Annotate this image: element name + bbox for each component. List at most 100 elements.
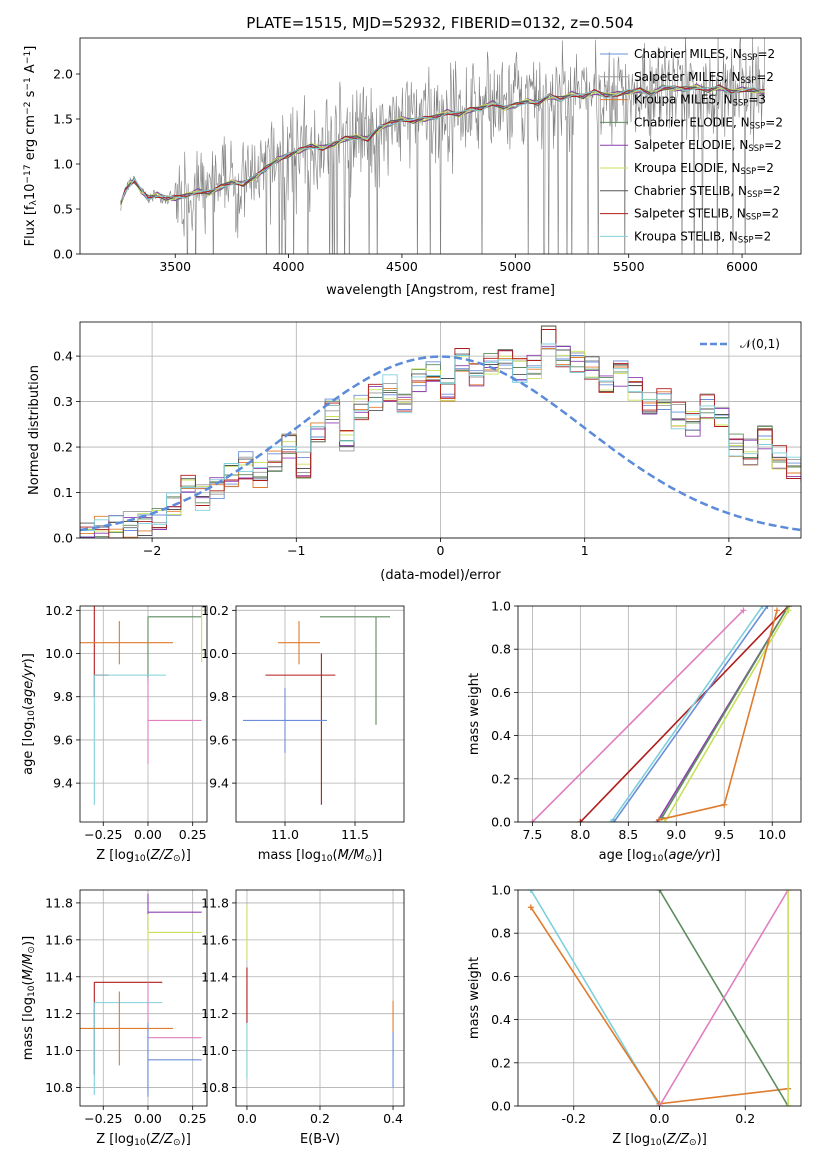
x-tick-label: 0.4 (383, 1111, 403, 1126)
x-tick-label: 5500 (613, 259, 645, 274)
x-tick-label: 4000 (273, 259, 305, 274)
weight-line (531, 609, 744, 822)
y-tick-label: 0.2 (53, 440, 73, 455)
axes-frame (79, 889, 208, 1107)
axes-frame (517, 605, 802, 823)
x-axis-label: wavelength [Angstrom, rest frame] (326, 283, 555, 298)
spectrum-panel: 3500 4000 4500 5000 5500 6000 0.0 0.5 1.0 1.5 2.0 C… (23, 37, 802, 298)
x-tick-label: 0.00 (134, 827, 162, 842)
y-tick-label: 11.0 (201, 1043, 229, 1058)
weight-marker (740, 607, 747, 614)
x-tick-label: 2 (725, 543, 733, 558)
plot-area (529, 606, 792, 822)
x-tick-label: 0 (437, 543, 445, 558)
histogram-salpeter-elodie (80, 345, 801, 538)
figure-title: PLATE=1515, MJD=52932, FIBERID=0132, z=0… (246, 14, 633, 32)
y-tick-label: 0.4 (491, 1012, 511, 1027)
residual-histogram-panel: −2 −1 0 1 2 0.0 0.1 0.2 0.3 0.4 𝒩(0,1) (data-model)… (27, 321, 802, 583)
legend-entry: Kroupa ELODIE, NSSP=2 (634, 161, 774, 176)
legend-entry: Salpeter STELIB, NSSP=2 (634, 207, 779, 222)
y-tick-label: 0.5 (53, 202, 73, 217)
x-tick-label: -0.2 (562, 1111, 586, 1126)
x-tick-label: 9.0 (666, 827, 686, 842)
y-tick-label: 11.2 (201, 1006, 229, 1021)
y-tick-label: 9.4 (209, 776, 229, 791)
axes-frame (79, 605, 208, 823)
legend-entry: Salpeter MILES, NSSP=2 (634, 70, 774, 85)
y-tick-label: 0.8 (491, 642, 511, 657)
weight-line (613, 606, 769, 822)
z-age-panel: −0.25 0.00 0.25 9.4 9.6 9.8 10.0 10.2 Z [log10(Z… (21, 603, 208, 864)
y-axis-label: Normed distribution (27, 365, 42, 495)
y-axis-label: mass weight (467, 957, 482, 1039)
legend-entry: Chabrier MILES, NSSP=2 (634, 47, 775, 62)
y-tick-label: 0.6 (491, 969, 511, 984)
y-tick-label: 0.1 (53, 485, 73, 500)
y-tick-label: 0.3 (53, 394, 73, 409)
y-tick-label: 9.8 (53, 689, 73, 704)
weight-marker (785, 607, 792, 614)
x-tick-label: 0.00 (134, 1111, 162, 1126)
legend-entry: Kroupa STELIB, NSSP=2 (634, 229, 771, 244)
x-axis-label: Z [log10(Z/Z⊙)] (96, 1132, 191, 1148)
y-tick-label: 11.6 (45, 932, 73, 947)
weight-marker (785, 1103, 792, 1106)
plot-area (243, 616, 390, 805)
y-tick-label: 0.0 (53, 531, 73, 546)
weight-marker (527, 904, 534, 911)
plot-area (80, 606, 203, 805)
y-tick-label: 0.8 (491, 926, 511, 941)
y-tick-label: 9.6 (53, 732, 73, 747)
weight-marker (656, 1103, 663, 1106)
y-tick-label: 2.0 (53, 67, 73, 82)
x-axis-label: (data-model)/error (380, 568, 501, 583)
y-tick-label: 9.4 (53, 776, 73, 791)
x-tick-label: 9.5 (714, 827, 734, 842)
y-axis-label: mass weight (467, 673, 482, 755)
x-tick-label: 0.25 (179, 827, 207, 842)
age-weight-panel: 7.5 8.0 8.5 9.0 9.5 10.0 0.0 0.2 0.4 0.6 0.8 1.0 age… (467, 599, 802, 864)
histogram-chabrier-miles (80, 347, 801, 538)
x-tick-label: 6000 (726, 259, 758, 274)
x-tick-label: 0.0 (650, 1111, 670, 1126)
histogram-chabrier-elodie (80, 329, 801, 538)
x-tick-label: 8.0 (570, 827, 590, 842)
y-tick-label: 10.0 (45, 646, 73, 661)
weight-line (579, 606, 790, 822)
y-tick-label: 11.4 (45, 969, 73, 984)
y-tick-label: 10.2 (201, 603, 229, 618)
weight-marker (577, 819, 584, 822)
legend-entry: Chabrier STELIB, NSSP=2 (634, 184, 780, 199)
x-tick-label: 0.2 (735, 1111, 755, 1126)
weight-marker (721, 801, 728, 808)
weight-line (661, 606, 790, 819)
x-axis-label: Z [log10(Z/Z⊙)] (96, 848, 191, 864)
histogram-kroupa-stelib (80, 343, 801, 538)
gaussian-curve (80, 355, 801, 532)
weight-marker (529, 819, 536, 822)
y-tick-label: 0.2 (491, 1055, 511, 1070)
y-tick-label: 11.2 (45, 1006, 73, 1021)
x-tick-label: 3500 (159, 259, 191, 274)
legend-entry: Kroupa MILES, NSSP=3 (634, 93, 766, 108)
axes-frame (79, 321, 802, 539)
y-tick-label: 11.0 (45, 1043, 73, 1058)
legend-entry: Salpeter ELODIE, NSSP=2 (634, 138, 782, 153)
y-tick-label: 11.6 (201, 932, 229, 947)
x-tick-label: 10.0 (758, 827, 786, 842)
x-tick-label: −1 (287, 543, 305, 558)
y-tick-label: 0.2 (491, 771, 511, 786)
axes-frame (235, 605, 405, 823)
x-axis-label: Z [log10(Z/Z⊙)] (612, 1132, 707, 1148)
y-axis-label: mass [log10(M/M⊙)] (21, 936, 37, 1060)
y-tick-label: 11.8 (45, 895, 73, 910)
weight-marker (656, 890, 663, 893)
plot-area (527, 890, 792, 1106)
y-tick-label: 1.0 (491, 883, 511, 898)
y-axis-label: age [log10(age/yr)] (21, 653, 37, 775)
axes-frame (235, 889, 405, 1107)
weight-marker (764, 606, 771, 609)
x-tick-label: −2 (143, 543, 161, 558)
axes-frame (79, 37, 802, 255)
